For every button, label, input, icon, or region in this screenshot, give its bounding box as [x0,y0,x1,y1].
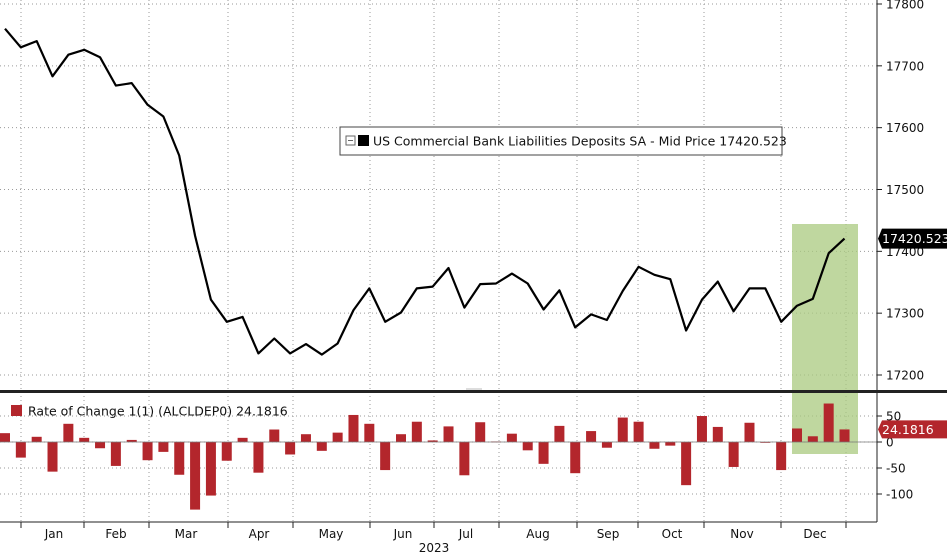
line-legend: US Commercial Bank Liabilities Deposits … [339,126,787,156]
roc-bar [110,442,121,466]
roc-bar [237,437,248,442]
roc-bar [79,437,90,442]
top-y-tick-label: 17200 [886,369,924,383]
x-tick-label-may: May [319,527,344,541]
roc-bar [712,426,723,442]
x-year-label: 2023 [419,541,450,555]
roc-bar [205,442,216,496]
roc-bar [617,417,628,442]
roc-bar [807,436,818,442]
panel-divider [0,390,947,393]
x-tick-label-jan: Jan [44,527,64,541]
roc-bar [47,442,58,472]
top-y-tick-label: 17800 [886,0,924,12]
roc-bar [792,428,802,442]
roc-bar [285,442,296,455]
gridlines [0,0,877,522]
x-tick-label-jun: Jun [393,527,413,541]
roc-bar [601,442,612,448]
roc-bar [839,429,850,442]
roc-bar [316,442,327,451]
roc-bar [174,442,185,475]
roc-bar [522,442,533,451]
line-legend-box [339,126,783,156]
bar-legend: Rate of Change 1(1) (ALCLDEP0) 24.1816 [11,404,288,419]
roc-bar [332,432,343,442]
roc-bar [190,442,201,510]
roc-bar [475,422,486,442]
x-tick-label-oct: Oct [662,527,683,541]
axes [0,0,947,523]
roc-bar [158,442,169,452]
x-tick-label-sep: Sep [597,527,620,541]
x-tick-label-nov: Nov [730,527,753,541]
roc-bar [253,442,264,473]
roc-bar [506,433,517,442]
roc-bar [681,442,692,486]
bar-legend-swatch [11,405,22,416]
top-y-tick-label: 17500 [886,183,924,197]
roc-bar [31,436,42,442]
roc-bar [348,414,359,442]
roc-bar [728,442,739,467]
roc-bar [570,442,581,474]
roc-bar [411,421,422,442]
roc-bar [126,439,137,442]
roc-bar [364,423,375,442]
roc-bar [649,442,660,449]
roc-bar [744,422,755,442]
x-tick-label-aug: Aug [526,527,549,541]
roc-bar [380,442,391,471]
bar-last-value-callout: 24.1816 [878,420,947,439]
x-tick-label-apr: Apr [249,527,270,541]
x-tick-label-jul: Jul [458,527,473,541]
roc-bar [554,425,565,442]
roc-bar [269,429,280,442]
roc-bar [0,433,10,442]
roc-bar [633,421,644,442]
bottom-y-tick-label: -100 [886,488,913,502]
x-tick-label-feb: Feb [105,527,126,541]
top-y-tick-label: 17600 [886,121,924,135]
roc-bars [0,403,850,510]
bar-legend-label: Rate of Change 1(1) (ALCLDEP0) 24.1816 [28,404,288,419]
roc-bar [63,423,74,442]
x-tick-label-mar: Mar [175,527,198,541]
roc-bar [696,416,707,442]
roc-bar [823,403,834,442]
roc-bar [15,442,26,458]
bar-last-value-box [878,420,947,439]
bottom-y-ticks: 50 0 -50 -100 [877,410,913,502]
line-last-value-box [878,228,947,249]
bar-last-value-text: 24.1816 [882,422,934,437]
line-last-value-text: 17420.523 [882,231,947,246]
roc-bar [665,442,676,446]
x-tick-label-dec: Dec [803,527,826,541]
roc-bar [538,442,549,464]
roc-bar [221,442,232,461]
top-y-tick-label: 17300 [886,307,924,321]
roc-bar [586,431,597,442]
deposits-line [4,27,846,356]
x-ticks: Jan Feb Mar Apr May Jun Jul Aug Sep Oct Nov Dec [20,522,847,541]
roc-bar [95,442,106,449]
line-legend-swatch [358,135,369,146]
roc-bar [396,434,406,442]
bottom-y-tick-label: -50 [886,462,906,476]
roc-bar [300,434,311,442]
line-last-value-callout: 17420.523 [878,228,947,249]
top-y-tick-label: 17700 [886,59,924,73]
line-legend-label: US Commercial Bank Liabilities Deposits … [373,134,787,149]
roc-bar [459,442,470,476]
roc-bar [142,442,153,461]
roc-bar [427,440,438,442]
roc-bar [776,442,787,471]
bottom-y-tick-label: 50 [886,410,901,424]
bottom-y-tick-label: 0 [886,436,894,450]
roc-bar [443,426,454,442]
